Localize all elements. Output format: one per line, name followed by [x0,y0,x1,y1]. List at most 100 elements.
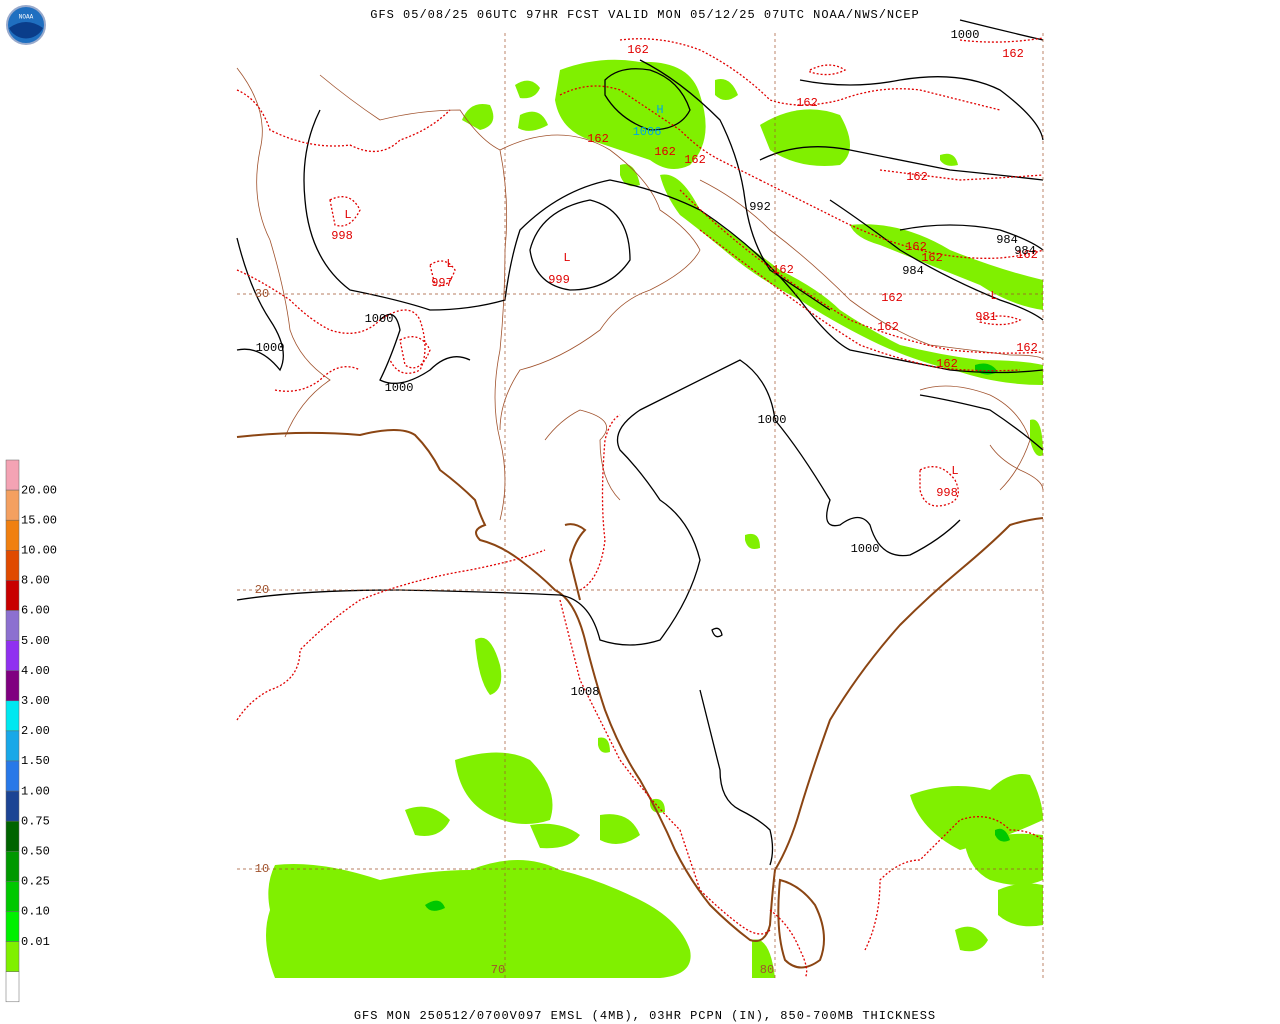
legend-label: 0.25 [21,875,50,889]
precip-area [745,533,760,549]
precip-area [620,164,640,187]
precip-area [515,80,540,99]
isobar [959,19,1044,41]
thickness-contour [809,64,847,76]
contour-label: 162 [906,170,928,184]
precip-area [598,737,610,753]
isobar [303,109,1044,374]
legend-label: 20.00 [21,483,57,497]
isobar [379,313,471,384]
contour-label: 1000 [758,413,787,427]
logo-wave [9,22,43,39]
precip-area [266,860,691,978]
precip-area [715,79,738,100]
contour-label: 162 [796,96,818,110]
contour-label: 162 [921,251,943,265]
graticule-label: 70 [491,963,505,977]
legend-swatch [5,489,20,521]
thickness-contour [879,169,1044,181]
legend-swatch [5,580,20,611]
thickness-contour [679,189,1044,354]
contour-label: 992 [749,200,771,214]
isobar [529,199,631,291]
isobar [699,689,774,866]
pressure-center: H [656,103,663,117]
precip-area [760,109,850,166]
precip-area-heavy [425,900,445,911]
contour-label: 984 [1014,244,1036,258]
legend-label: 8.00 [21,574,50,588]
country-border [989,444,1044,491]
country-border [236,67,331,438]
thickness-contour [699,229,1021,372]
coastline [236,429,1044,942]
isobar [639,59,831,311]
legend-swatch [5,911,20,942]
legend-swatch [5,610,20,641]
thickness-contour [619,38,1001,111]
legend-label: 15.00 [21,513,57,527]
pressure-center: L [563,251,570,265]
pressure-center: L [344,208,351,222]
legend-swatch [5,550,20,581]
contour-label: 1000 [256,341,285,355]
legend-swatch [5,790,20,822]
header-title: GFS 05/08/25 06UTC 97HR FCST VALID MON 0… [370,8,919,22]
contour-label: 162 [654,145,676,159]
graticule-label: 30 [255,287,269,301]
legend-swatch [5,640,20,671]
isobar [711,627,723,638]
contour-label: 162 [627,43,649,57]
thickness-contour [559,85,761,181]
contour-label: 1008 [571,685,600,699]
legend-label: 0.75 [21,814,50,828]
legend-swatch [5,670,20,702]
legend-swatch [5,881,20,912]
legend-swatch [5,941,20,972]
thickness-contour [236,269,426,374]
legend-swatch [5,971,20,1003]
precip-area [850,224,1043,310]
precip-area [518,111,548,131]
thickness-contour [236,549,546,721]
precip-area [455,752,553,824]
thickness-contour [236,89,451,152]
isobar [236,359,961,646]
legend-swatch [5,820,20,852]
precip-area [405,806,450,836]
precip-area [462,104,494,130]
legend-label: 10.00 [21,543,57,557]
legend-label: 0.50 [21,844,50,858]
country-border [919,385,1031,491]
precip-area [940,153,958,166]
precip-area [965,833,1043,885]
noaa-logo: NOAA [6,5,46,45]
precip-area [955,926,988,952]
thickness-contour [579,414,621,591]
graticule-label: 20 [255,583,269,597]
thickness-contour [979,315,1022,326]
isobar [799,76,1044,141]
country-border [319,74,508,521]
isobar [236,237,284,372]
thickness-contour [399,336,431,369]
legend-label: 0.10 [21,905,50,919]
contour-label: 1000 [951,28,980,42]
contour-label: 162 [1016,248,1038,262]
contour-label: 162 [772,263,794,277]
legend-swatch [5,459,20,491]
thickness-contour [559,599,771,935]
contour-label: 162 [587,132,609,146]
contour-label: 997 [431,276,453,290]
contour-label: 162 [684,153,706,167]
contour-label: 162 [1002,47,1024,61]
contour-label: 984 [996,233,1018,247]
contour-label: 162 [1016,341,1038,355]
isobar [759,146,1044,181]
pressure-center: L [446,257,453,271]
contour-label: 162 [905,240,927,254]
logo-text: NOAA [19,14,34,21]
